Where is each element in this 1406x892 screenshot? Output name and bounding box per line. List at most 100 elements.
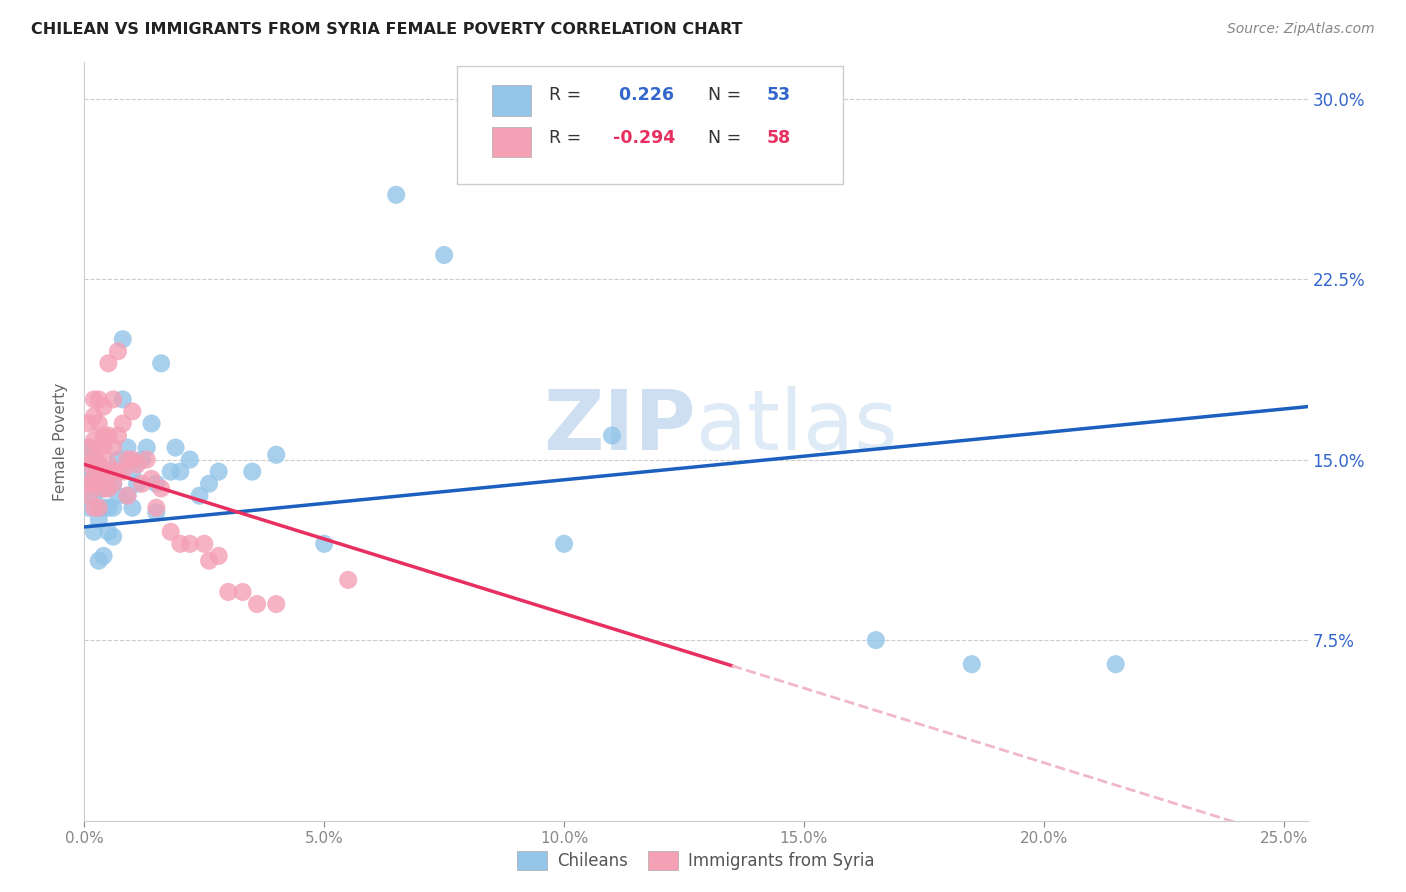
Point — [83, 434, 105, 448]
Point — [93, 441, 115, 455]
FancyBboxPatch shape — [457, 66, 842, 184]
Point — [117, 441, 139, 455]
Point — [87, 513, 110, 527]
Point — [77, 465, 100, 479]
Point — [127, 476, 149, 491]
Point — [87, 482, 110, 496]
Point — [83, 469, 105, 483]
Point — [87, 500, 110, 515]
Point — [145, 476, 167, 491]
Point — [314, 537, 336, 551]
Text: N =: N = — [709, 129, 747, 147]
Point — [111, 465, 134, 479]
Point — [145, 500, 167, 515]
Point — [165, 441, 187, 455]
Point — [121, 465, 143, 479]
Point — [77, 458, 100, 472]
Point — [721, 163, 744, 178]
Point — [87, 458, 110, 472]
Point — [232, 585, 254, 599]
Point — [553, 537, 575, 551]
Text: 0.226: 0.226 — [613, 86, 673, 104]
Point — [83, 524, 105, 539]
Point — [111, 392, 134, 407]
Point — [107, 452, 129, 467]
Point — [107, 428, 129, 442]
Point — [208, 549, 231, 563]
Point — [97, 465, 120, 479]
Point — [77, 500, 100, 515]
Text: Source: ZipAtlas.com: Source: ZipAtlas.com — [1227, 22, 1375, 37]
Point — [145, 506, 167, 520]
Point — [600, 428, 623, 442]
Point — [179, 537, 201, 551]
Point — [87, 441, 110, 455]
Point — [83, 476, 105, 491]
Point — [101, 465, 124, 479]
Point — [87, 554, 110, 568]
Point — [93, 428, 115, 442]
Point — [960, 657, 983, 672]
Point — [111, 332, 134, 346]
Point — [159, 524, 181, 539]
Point — [240, 465, 263, 479]
Point — [97, 482, 120, 496]
Point — [97, 428, 120, 442]
Point — [83, 392, 105, 407]
Point — [141, 472, 163, 486]
Text: 58: 58 — [766, 129, 792, 147]
Text: ZIP: ZIP — [544, 386, 696, 467]
Point — [127, 458, 149, 472]
Text: atlas: atlas — [696, 386, 897, 467]
Point — [77, 417, 100, 431]
FancyBboxPatch shape — [492, 127, 531, 157]
Point — [87, 472, 110, 486]
Point — [169, 465, 191, 479]
Point — [87, 417, 110, 431]
Point — [188, 489, 211, 503]
Point — [101, 441, 124, 455]
Point — [101, 500, 124, 515]
Text: -0.294: -0.294 — [613, 129, 675, 147]
Point — [93, 465, 115, 479]
Point — [264, 597, 287, 611]
Text: CHILEAN VS IMMIGRANTS FROM SYRIA FEMALE POVERTY CORRELATION CHART: CHILEAN VS IMMIGRANTS FROM SYRIA FEMALE … — [31, 22, 742, 37]
Point — [93, 482, 115, 496]
Point — [217, 585, 239, 599]
Point — [150, 356, 173, 370]
Point — [169, 537, 191, 551]
Point — [208, 465, 231, 479]
Point — [198, 476, 221, 491]
Text: R =: R = — [550, 129, 586, 147]
Point — [107, 465, 129, 479]
Point — [107, 489, 129, 503]
Point — [97, 458, 120, 472]
Y-axis label: Female Poverty: Female Poverty — [53, 383, 69, 500]
Point — [97, 500, 120, 515]
Point — [131, 452, 153, 467]
Point — [159, 465, 181, 479]
Point — [337, 573, 360, 587]
Point — [107, 344, 129, 359]
Point — [83, 452, 105, 467]
Point — [121, 500, 143, 515]
Point — [93, 549, 115, 563]
Point — [97, 524, 120, 539]
Point — [101, 392, 124, 407]
Point — [93, 400, 115, 414]
Point — [117, 489, 139, 503]
Point — [87, 392, 110, 407]
Point — [150, 482, 173, 496]
FancyBboxPatch shape — [492, 85, 531, 116]
Point — [101, 530, 124, 544]
Text: 53: 53 — [766, 86, 792, 104]
Legend: Chileans, Immigrants from Syria: Chileans, Immigrants from Syria — [510, 844, 882, 877]
Point — [264, 448, 287, 462]
Point — [83, 476, 105, 491]
Point — [179, 452, 201, 467]
Point — [83, 409, 105, 424]
Text: R =: R = — [550, 86, 586, 104]
Text: N =: N = — [709, 86, 747, 104]
Point — [385, 187, 408, 202]
Point — [77, 489, 100, 503]
